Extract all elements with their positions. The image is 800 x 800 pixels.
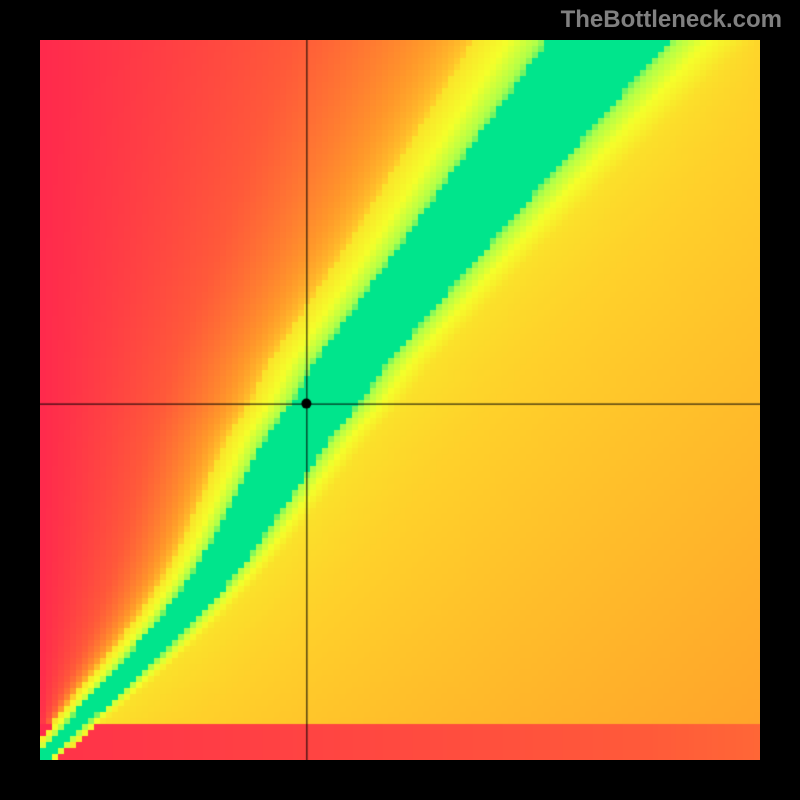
bottleneck-heatmap — [40, 40, 760, 760]
chart-container: TheBottleneck.com — [0, 0, 800, 800]
watermark-text: TheBottleneck.com — [561, 6, 782, 34]
